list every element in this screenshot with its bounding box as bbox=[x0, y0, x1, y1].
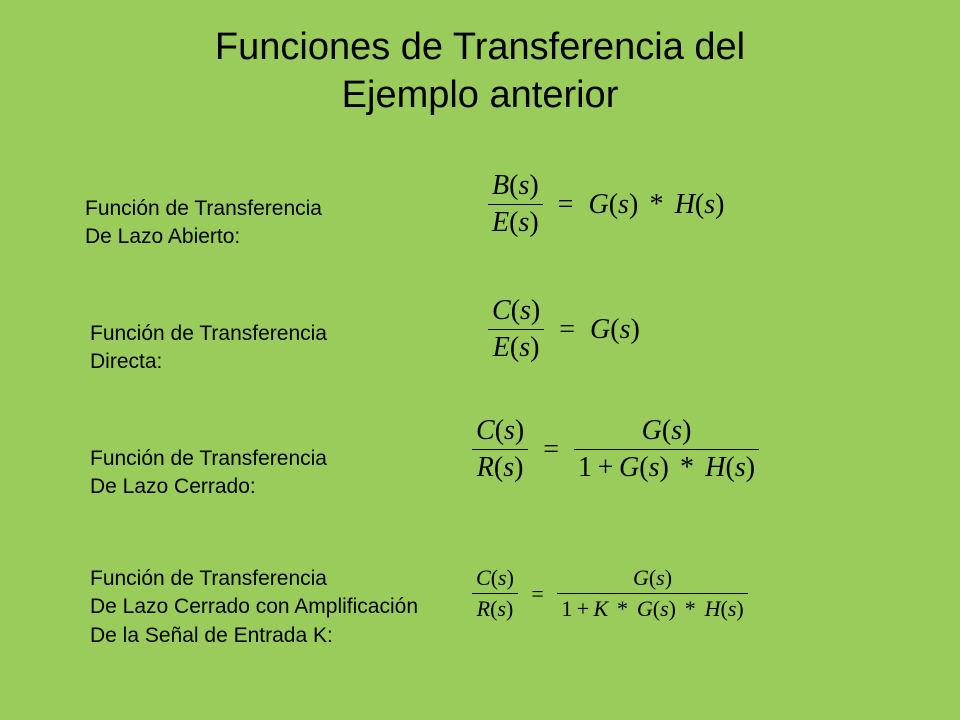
label-closed-loop-k: Función de Transferencia De Lazo Cerrado… bbox=[90, 565, 418, 650]
rhs-den: 1 + G(s) * H(s) bbox=[574, 449, 759, 484]
equals: = bbox=[543, 434, 559, 466]
rhs: G(s) bbox=[590, 314, 640, 346]
formula-open-loop: B(s) E(s) = G(s) * H(s) bbox=[488, 170, 724, 239]
lhs-den: R(s) bbox=[472, 449, 528, 484]
slide-title: Funciones de Transferencia delEjemplo an… bbox=[0, 24, 960, 119]
lhs-num: C(s) bbox=[488, 295, 544, 329]
lhs-den: E(s) bbox=[488, 204, 543, 239]
label-direct: Función de Transferencia Directa: bbox=[90, 320, 327, 377]
equals: = bbox=[559, 314, 575, 346]
rhs-num: G(s) bbox=[557, 565, 747, 593]
formula-closed-loop: C(s) R(s) = G(s) 1 + G(s) * H(s) bbox=[472, 415, 759, 484]
equals: = bbox=[558, 189, 574, 221]
equals: = bbox=[531, 581, 543, 607]
lhs-num: C(s) bbox=[472, 565, 518, 593]
lhs-num: B(s) bbox=[488, 170, 543, 204]
lhs-num: C(s) bbox=[472, 415, 528, 449]
rhs-den: 1 + K * G(s) * H(s) bbox=[557, 593, 747, 622]
lhs-den: E(s) bbox=[488, 329, 544, 364]
label-open-loop: Función de Transferencia De Lazo Abierto… bbox=[85, 195, 322, 252]
rhs-num: G(s) bbox=[574, 415, 759, 449]
rhs: G(s) * H(s) bbox=[588, 189, 724, 221]
label-closed-loop: Función de Transferencia De Lazo Cerrado… bbox=[90, 445, 327, 502]
lhs-den: R(s) bbox=[472, 593, 518, 622]
formula-direct: C(s) E(s) = G(s) bbox=[488, 295, 640, 364]
formula-closed-loop-k: C(s) R(s) = G(s) 1 + K * G(s) * H(s) bbox=[472, 565, 748, 622]
